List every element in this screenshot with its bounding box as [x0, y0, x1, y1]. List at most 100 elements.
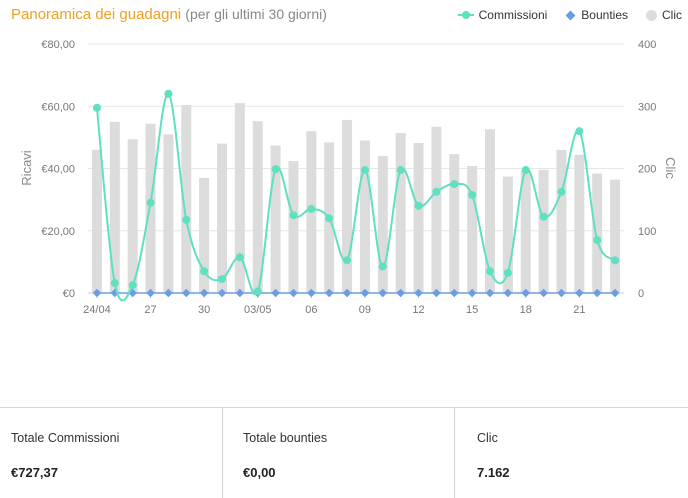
point-bounties: [199, 288, 209, 298]
bar-clic: [181, 105, 192, 293]
legend-label-clic: Clic: [662, 8, 682, 22]
summary-panel: Totale Commissioni €727,37 Totale bounti…: [0, 407, 688, 498]
point-bounties: [557, 288, 566, 298]
point-bounties: [539, 288, 548, 298]
point-bounties: [396, 288, 405, 298]
legend-item-bounties[interactable]: Bounties: [565, 8, 628, 22]
x-tick-label: 15: [466, 304, 478, 316]
point-commissioni: [450, 180, 459, 189]
bar-clic: [217, 143, 227, 293]
bar-clic: [592, 173, 603, 293]
point-commissioni: [396, 166, 405, 175]
point-bounties: [378, 288, 388, 298]
point-bounties: [271, 288, 280, 298]
bar-clic: [520, 170, 531, 293]
bar-clic: [467, 166, 478, 293]
point-bounties: [503, 288, 513, 298]
summary-value: 7.162: [477, 465, 510, 480]
bar-clic: [145, 123, 156, 294]
y-tick-label-left: €40,00: [41, 164, 75, 176]
x-tick-label: 21: [573, 304, 585, 316]
bar-clic: [270, 145, 281, 293]
x-tick-label: 27: [144, 304, 156, 316]
bar-clic: [163, 134, 174, 293]
legend-label-commissioni: Commissioni: [478, 8, 548, 22]
y-tick-label-left: €20,00: [41, 226, 75, 238]
y-tick-label-left: €80,00: [41, 39, 75, 51]
point-commissioni: [378, 262, 387, 271]
point-commissioni: [128, 281, 137, 290]
summary-cell-clic: Clic 7.162: [455, 408, 688, 498]
point-bounties: [92, 288, 102, 298]
chart-title: Panoramica dei guadagni (per gli ultimi …: [11, 6, 327, 23]
point-bounties: [485, 288, 495, 298]
point-bounties: [450, 288, 459, 298]
point-commissioni: [611, 256, 620, 265]
point-bounties: [342, 288, 352, 298]
point-commissioni: [486, 267, 494, 276]
point-commissioni: [289, 211, 298, 220]
bar-clic: [449, 154, 460, 293]
legend-item-commissioni[interactable]: Commissioni: [457, 8, 548, 22]
bar-clic: [359, 140, 370, 293]
point-bounties: [467, 288, 477, 298]
point-commissioni: [468, 190, 477, 199]
y-tick-label-right: 200: [638, 164, 656, 176]
point-commissioni: [557, 187, 566, 196]
point-commissioni: [539, 212, 548, 221]
y-tick-label-left: €60,00: [41, 101, 75, 113]
point-bounties: [521, 288, 530, 298]
summary-label: Clic: [477, 431, 498, 445]
point-bounties: [592, 288, 602, 298]
point-commissioni: [593, 236, 602, 245]
legend-circle-marker-icon: [646, 9, 657, 21]
legend-item-clic[interactable]: Clic: [646, 8, 682, 22]
y-axis-title-right: Clic: [663, 157, 678, 179]
point-commissioni: [92, 103, 101, 112]
x-tick-label: 03/05: [244, 304, 272, 316]
point-bounties: [182, 288, 191, 298]
point-bounties: [307, 288, 316, 298]
series-line-commissioni: [95, 92, 616, 302]
point-commissioni: [432, 187, 441, 196]
summary-label: Totale Commissioni: [11, 431, 120, 445]
chart-title-subtitle: (per gli ultimi 30 giorni): [185, 6, 327, 22]
summary-value: €727,37: [11, 465, 58, 480]
point-commissioni: [307, 204, 316, 213]
point-bounties: [324, 288, 334, 298]
point-commissioni: [164, 89, 173, 98]
bar-clic: [252, 121, 263, 293]
bar-clic: [610, 179, 621, 293]
bar-clic: [395, 133, 406, 293]
point-bounties: [289, 288, 298, 298]
point-commissioni: [110, 279, 119, 288]
earnings-chart: €0 0 €20,00 100 €40,00 200 €60,00 300 €80,00 400 R…: [19, 39, 678, 316]
point-commissioni: [414, 201, 423, 210]
bar-clic: [556, 149, 567, 293]
bar-clic: [485, 129, 495, 293]
point-commissioni: [182, 215, 191, 224]
point-commissioni: [575, 127, 584, 136]
y-tick-label-right: 400: [638, 39, 656, 51]
point-bounties: [360, 288, 370, 298]
x-tick-label: 09: [359, 304, 371, 316]
bar-clic: [502, 176, 513, 293]
point-bounties: [432, 288, 441, 298]
point-commissioni: [503, 268, 512, 277]
bar-clic: [377, 156, 388, 293]
point-commissioni: [343, 256, 352, 265]
bar-clic: [413, 142, 424, 293]
bar-clic: [109, 121, 120, 293]
point-bounties: [164, 288, 173, 298]
bar-clic: [288, 161, 299, 293]
chart-title-main: Panoramica dei guadagni: [11, 6, 182, 23]
point-commissioni: [521, 166, 530, 175]
y-tick-label-right: 300: [638, 101, 656, 113]
point-bounties: [610, 288, 620, 298]
point-commissioni: [235, 253, 244, 262]
bar-clic: [574, 154, 585, 293]
y-tick-label-left: €0: [63, 288, 75, 300]
x-tick-label: 12: [412, 304, 424, 316]
x-tick-label: 30: [198, 304, 210, 316]
point-commissioni: [325, 214, 334, 223]
